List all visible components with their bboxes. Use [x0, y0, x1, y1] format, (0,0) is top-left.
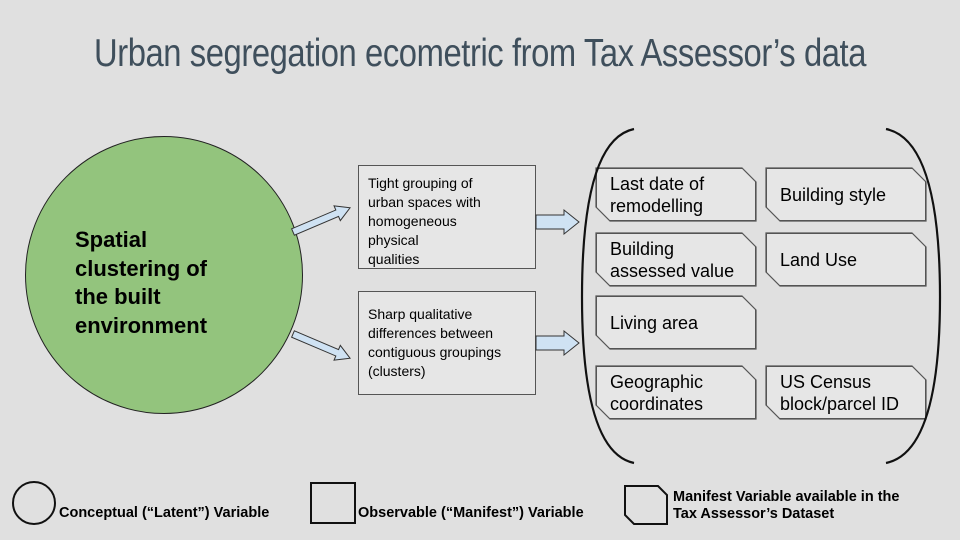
latent-label-line: clustering of: [75, 255, 208, 281]
legend-tax-label: Manifest Variable available in the Tax A…: [673, 489, 899, 523]
legend-tax-line: Tax Assessor’s Dataset: [673, 506, 835, 522]
latent-variable-label: Spatial clustering of the built environm…: [75, 226, 275, 340]
manifest-text-line: Last date of: [610, 173, 705, 194]
arrow-bottom-box-to-dataset: [535, 329, 580, 357]
manifest-variable-box: Geographic coordinates: [596, 366, 756, 419]
arrow-top-box-to-dataset: [535, 208, 580, 236]
manifest-text-line: block/parcel ID: [780, 393, 900, 414]
manifest-text-line: Living area: [610, 312, 699, 333]
manifest-text-line: coordinates: [610, 393, 704, 414]
manifest-box-outlines: [595, 167, 927, 420]
observable-text-line: urban spaces with: [368, 194, 481, 210]
observable-variable-box: Sharp qualitative differences between co…: [358, 291, 536, 395]
latent-variable-circle: [25, 136, 303, 414]
observable-text-line: homogeneous: [368, 213, 457, 229]
legend-latent-symbol: [12, 481, 56, 525]
legend-latent-label: Conceptual (“Latent”) Variable: [59, 505, 270, 521]
manifest-text-line: remodelling: [610, 195, 704, 216]
observable-text-line: contiguous groupings: [368, 344, 502, 360]
manifest-text-line: US Census: [780, 371, 872, 392]
legend-tax-line: Manifest Variable available in the: [673, 489, 900, 505]
right-bracket: [885, 127, 942, 465]
manifest-text-line: Land Use: [780, 249, 858, 270]
legend-observable-label: Observable (“Manifest”) Variable: [358, 505, 584, 521]
observable-text-line: qualities: [368, 251, 420, 267]
manifest-text-line: assessed value: [610, 260, 735, 281]
manifest-text-line: Building: [610, 238, 675, 259]
observable-text-line: physical: [368, 232, 419, 248]
manifest-variable-box: Building style: [766, 168, 926, 221]
legend-tax-symbol: [624, 485, 668, 525]
arrow-circle-to-bottom-box: [290, 330, 351, 361]
legend-observable-symbol: [310, 482, 356, 524]
latent-label-line: Spatial: [75, 227, 148, 252]
observable-text-line: Sharp qualitative: [368, 306, 473, 322]
manifest-variable-box: US Census block/parcel ID: [766, 366, 926, 419]
observable-text-line: differences between: [368, 325, 494, 341]
observable-text-line: Tight grouping of: [368, 175, 473, 191]
arrow-circle-to-top-box: [290, 205, 351, 236]
manifest-text-line: Building style: [780, 184, 887, 205]
latent-label-line: the built: [75, 284, 161, 309]
left-bracket: [580, 127, 635, 465]
manifest-text-line: Geographic: [610, 371, 704, 392]
observable-text-line: (clusters): [368, 363, 426, 379]
slide-title: Urban segregation ecometric from Tax Ass…: [93, 32, 867, 75]
latent-label-line: environment: [75, 312, 208, 338]
